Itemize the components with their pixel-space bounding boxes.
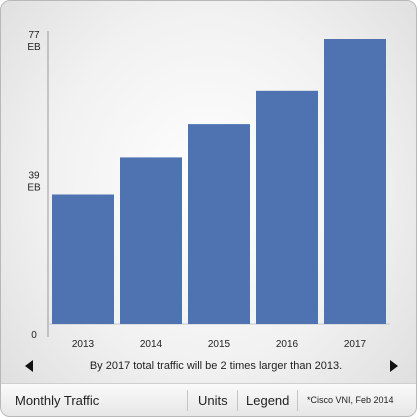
prev-button[interactable] <box>21 357 37 375</box>
bar <box>256 90 318 324</box>
x-tick-label: 2016 <box>276 339 299 350</box>
legend-button[interactable]: Legend <box>246 393 290 408</box>
units-button[interactable]: Units <box>198 393 228 408</box>
bar <box>120 157 182 324</box>
bar <box>52 194 114 324</box>
x-tick-label: 2014 <box>140 339 163 350</box>
bar <box>324 39 386 324</box>
bars <box>52 39 386 324</box>
y-tick-label: 0 <box>31 330 37 341</box>
footer-divider <box>237 390 238 411</box>
bar <box>188 124 250 324</box>
y-tick-unit: EB <box>27 42 41 53</box>
next-button[interactable] <box>386 357 402 375</box>
chevron-right-icon <box>390 360 398 372</box>
source-note: *Cisco VNI, Feb 2014 <box>307 395 394 405</box>
x-tick-label: 2017 <box>344 339 367 350</box>
chart-caption: By 2017 total traffic will be 2 times la… <box>89 360 343 372</box>
footer-bar: Monthly Traffic Units Legend *Cisco VNI,… <box>1 383 416 416</box>
y-tick-label: 77 <box>28 30 40 41</box>
y-tick-unit: EB <box>27 183 41 194</box>
category-labels: 2013 2014 2015 2016 2017 <box>72 339 367 350</box>
footer-divider <box>297 390 298 411</box>
x-tick-label: 2013 <box>72 339 95 350</box>
x-tick-label: 2015 <box>208 339 231 350</box>
footer-title: Monthly Traffic <box>15 393 100 408</box>
chevron-left-icon <box>25 360 33 372</box>
y-tick-label: 39 <box>28 171 40 182</box>
footer-divider <box>187 390 188 411</box>
